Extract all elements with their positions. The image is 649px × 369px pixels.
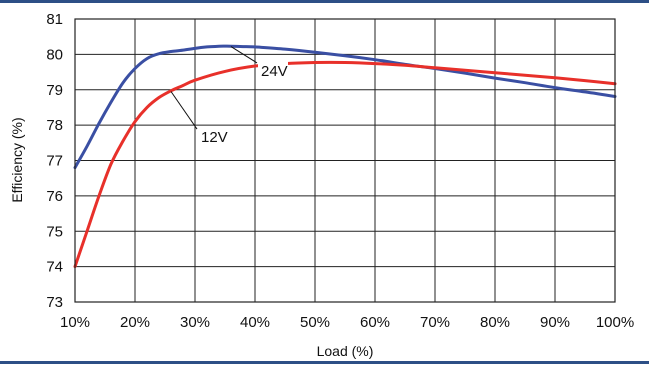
y-tick-label: 74 [46,259,63,276]
x-tick-label: 80% [480,314,510,331]
x-tick-labels: 10% 20% 30% 40% 50% 60% 70% 80% 90% 100% [60,314,634,331]
x-tick-label: 20% [120,314,150,331]
x-tick-label: 50% [300,314,330,331]
y-tick-label: 77 [46,153,63,170]
annotation-label-12v: 12V [201,129,228,146]
x-tick-label: 90% [540,314,570,331]
annotation-label-24v: 24V [261,63,288,80]
annotation-label-background [198,127,228,147]
annotation-leader-line [170,91,198,130]
y-tick-label: 81 [46,11,63,28]
x-tick-label: 60% [360,314,390,331]
annotation-label-background [258,60,288,80]
y-tick-label: 78 [46,117,63,134]
series-annotations: 24V 12V [170,46,288,147]
x-tick-label: 10% [60,314,90,331]
y-tick-label: 76 [46,188,63,205]
x-axis-title: Load (%) [317,343,374,359]
y-tick-label: 80 [46,46,63,63]
x-tick-label: 70% [420,314,450,331]
series-line-24v [73,44,617,170]
y-axis-title: Efficiency (%) [9,117,25,202]
y-tick-label: 79 [46,82,63,99]
y-tick-label: 75 [46,223,63,240]
y-tick-labels: 73 74 75 76 77 78 79 80 81 [46,11,63,311]
y-tick-label: 73 [46,294,63,311]
annotation-leader-line [230,46,258,64]
series-line-12v [73,60,617,269]
top-border-bar [0,0,649,3]
x-tick-label: 100% [596,314,634,331]
plot-border [74,18,616,303]
x-tick-label: 40% [240,314,270,331]
x-tick-label: 30% [180,314,210,331]
series-lines [73,44,617,269]
bottom-border-bar [0,361,649,364]
